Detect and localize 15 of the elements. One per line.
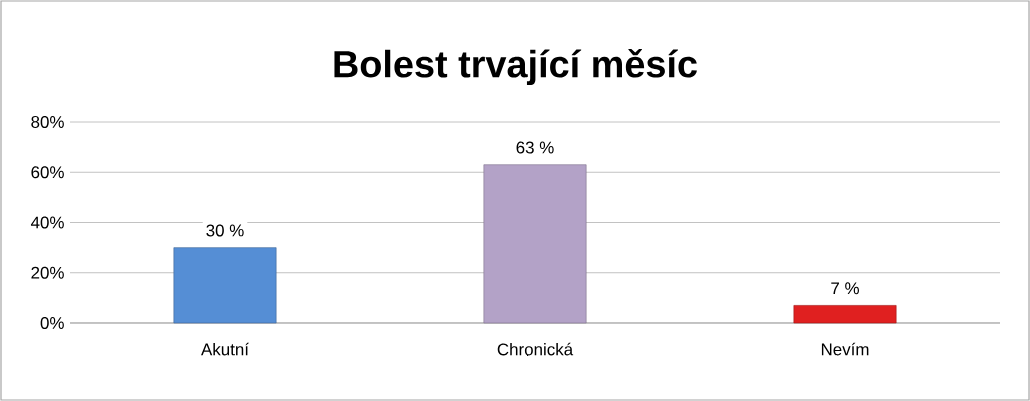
- bar: [483, 164, 587, 324]
- bar: [173, 247, 277, 324]
- y-tick-label: 20%: [31, 266, 64, 279]
- data-label: 30 %: [206, 224, 244, 237]
- x-tick-label: Nevím: [821, 342, 869, 356]
- y-tick-label: 40%: [30, 216, 64, 229]
- y-tick-label: 80%: [31, 116, 64, 129]
- data-label: 7 %: [831, 282, 859, 295]
- x-tick-label: Chronická: [497, 342, 574, 356]
- chart-title: Bolest trvající měsíc: [334, 48, 697, 86]
- y-tick-label: 0%: [40, 317, 64, 329]
- y-tick-label: 60%: [31, 166, 64, 179]
- x-tick-label: Akutní: [201, 342, 249, 356]
- bar: [793, 305, 897, 324]
- data-label: 63 %: [516, 141, 554, 154]
